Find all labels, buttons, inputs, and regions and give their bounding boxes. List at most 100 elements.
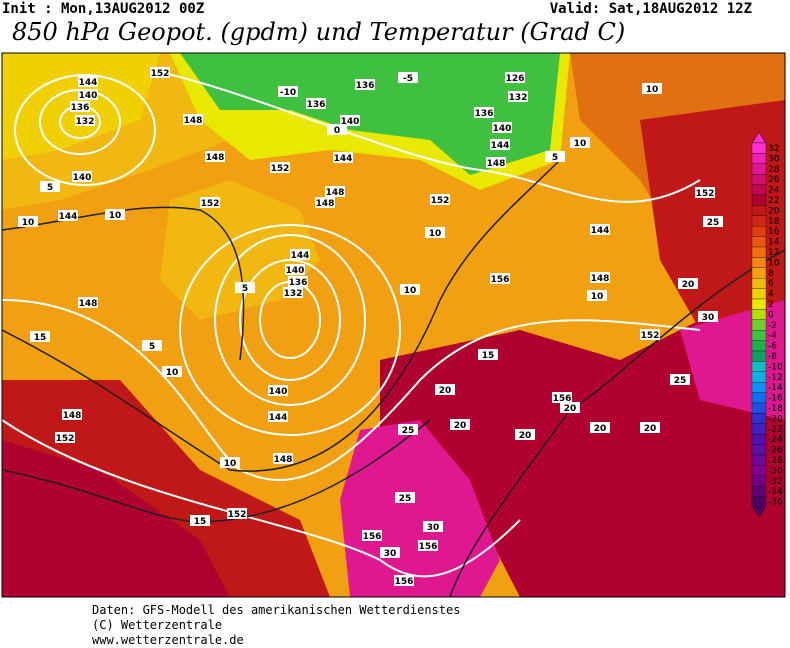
temperature-label: 25: [707, 218, 720, 228]
temperature-label-box: [560, 402, 580, 413]
temperature-label: 10: [109, 211, 122, 221]
temperature-label: 20: [439, 386, 452, 396]
geopotential-label: 152: [228, 510, 247, 520]
geopotential-label-box: [306, 98, 326, 109]
geopotential-label: 148: [591, 274, 610, 284]
geopotential-label-box: [430, 194, 450, 205]
colorbar-box: [751, 444, 767, 456]
colorbar-label: -30: [768, 466, 783, 476]
geopotential-label-box: [508, 91, 528, 102]
colorbar-box: [751, 215, 767, 227]
geopotential-label: 152: [151, 69, 170, 79]
temperature-label-box: [395, 492, 415, 503]
temperature-label-box: [105, 209, 125, 220]
geopotential-label-box: [78, 297, 98, 308]
temperature-label-box: [587, 290, 607, 301]
geopotential-label: 152: [696, 189, 715, 199]
geopotential-label: 148: [79, 299, 98, 309]
colorbar-label: 30: [768, 154, 780, 164]
temperature-label: 10: [591, 292, 604, 302]
init-time: Init : Mon,13AUG2012 00Z: [2, 1, 204, 17]
geopotential-label-box: [490, 139, 510, 150]
geopotential-label: 152: [641, 331, 660, 341]
temperature-label-box: [18, 216, 38, 227]
temperature-label: 15: [34, 333, 47, 343]
temperature-label: -10: [280, 88, 296, 98]
geopotential-label-box: [474, 107, 494, 118]
geopotential-label-box: [695, 187, 715, 198]
geopotential-label-box: [362, 530, 382, 541]
temperature-label: 10: [404, 286, 417, 296]
geopotential-label-box: [205, 151, 225, 162]
geopotential-label: 148: [326, 188, 345, 198]
temperature-label: 10: [646, 85, 659, 95]
colorbar-box: [751, 267, 767, 279]
colorbar-box: [751, 257, 767, 268]
geopotential-label-box: [70, 101, 90, 112]
temperature-label: 10: [224, 459, 237, 469]
copyright: (C) Wetterzentrale: [92, 618, 222, 632]
temperature-label: -5: [403, 74, 413, 84]
colorbar-label: -34: [768, 487, 783, 497]
temperature-label: 30: [702, 313, 715, 323]
geopotential-label-box: [75, 115, 95, 126]
contour-labels: 1441401361321401441521481481521361361401…: [18, 67, 723, 587]
colorbar-label: -18: [768, 404, 783, 414]
geopotential-label: 140: [493, 124, 512, 134]
temperature-label: 20: [682, 280, 695, 290]
geopotential-label: 140: [79, 91, 98, 101]
colorbar-label: -8: [768, 352, 777, 362]
geopotential-label-box: [325, 186, 345, 197]
colorbar-label: -36: [768, 498, 783, 508]
colorbar-label: -4: [768, 331, 777, 341]
geopotential-label-box: [268, 385, 288, 396]
geopotential-label: 144: [79, 78, 98, 88]
geopotential-label: 132: [509, 93, 528, 103]
temperature-label-box: [642, 83, 662, 94]
colorbar: 32302826242220181614121086420-2-4-6-8-10…: [751, 131, 783, 518]
colorbar-label: -26: [768, 446, 783, 456]
geopotential-label-box: [486, 157, 506, 168]
colorbar-box: [751, 194, 767, 206]
temperature-label: 5: [149, 342, 155, 352]
temperature-label-box: [423, 521, 443, 532]
temperature-label-box: [425, 227, 445, 238]
colorbar-box: [751, 278, 767, 289]
colorbar-box: [751, 184, 767, 196]
temperature-label: 15: [194, 517, 207, 527]
temperature-label: 10: [22, 218, 35, 228]
colorbar-label: 8: [768, 269, 774, 279]
colorbar-label: -28: [768, 456, 783, 466]
geopotential-label-box: [552, 392, 572, 403]
temperature-label: 30: [427, 523, 440, 533]
colorbar-label: -20: [768, 414, 783, 424]
colorbar-box: [751, 205, 767, 216]
colorbar-box: [751, 434, 767, 445]
colorbar-box: [751, 486, 767, 497]
geopotential-label: 148: [274, 455, 293, 465]
geopotential-label: 152: [431, 196, 450, 206]
source-note: Daten: GFS-Modell des amerikanischen Wet…: [92, 603, 460, 617]
colorbar-label: -24: [768, 435, 783, 445]
temperature-label: 15: [482, 351, 495, 361]
geopotential-label: 156: [363, 532, 382, 542]
geopotential-label: 136: [289, 278, 308, 288]
temperature-label: 5: [242, 284, 248, 294]
geopotential-label: 144: [491, 141, 510, 151]
geopotential-label-box: [78, 76, 98, 87]
geopotential-label: 136: [71, 103, 90, 113]
colorbar-box: [751, 402, 767, 414]
temperature-label-box: [278, 86, 298, 97]
temperature-label-box: [398, 72, 418, 83]
colorbar-box: [751, 350, 767, 362]
temperature-label-box: [670, 374, 690, 385]
temperature-label: 0: [334, 126, 340, 136]
geopotential-label: 152: [201, 199, 220, 209]
temperature-label: 20: [594, 424, 607, 434]
temperature-label-box: [327, 124, 347, 135]
geopotential-label-box: [150, 67, 170, 78]
geopotential-label-box: [55, 432, 75, 443]
colorbar-box: [751, 153, 767, 164]
temperature-label-box: [590, 422, 610, 433]
colorbar-box: [751, 226, 767, 237]
